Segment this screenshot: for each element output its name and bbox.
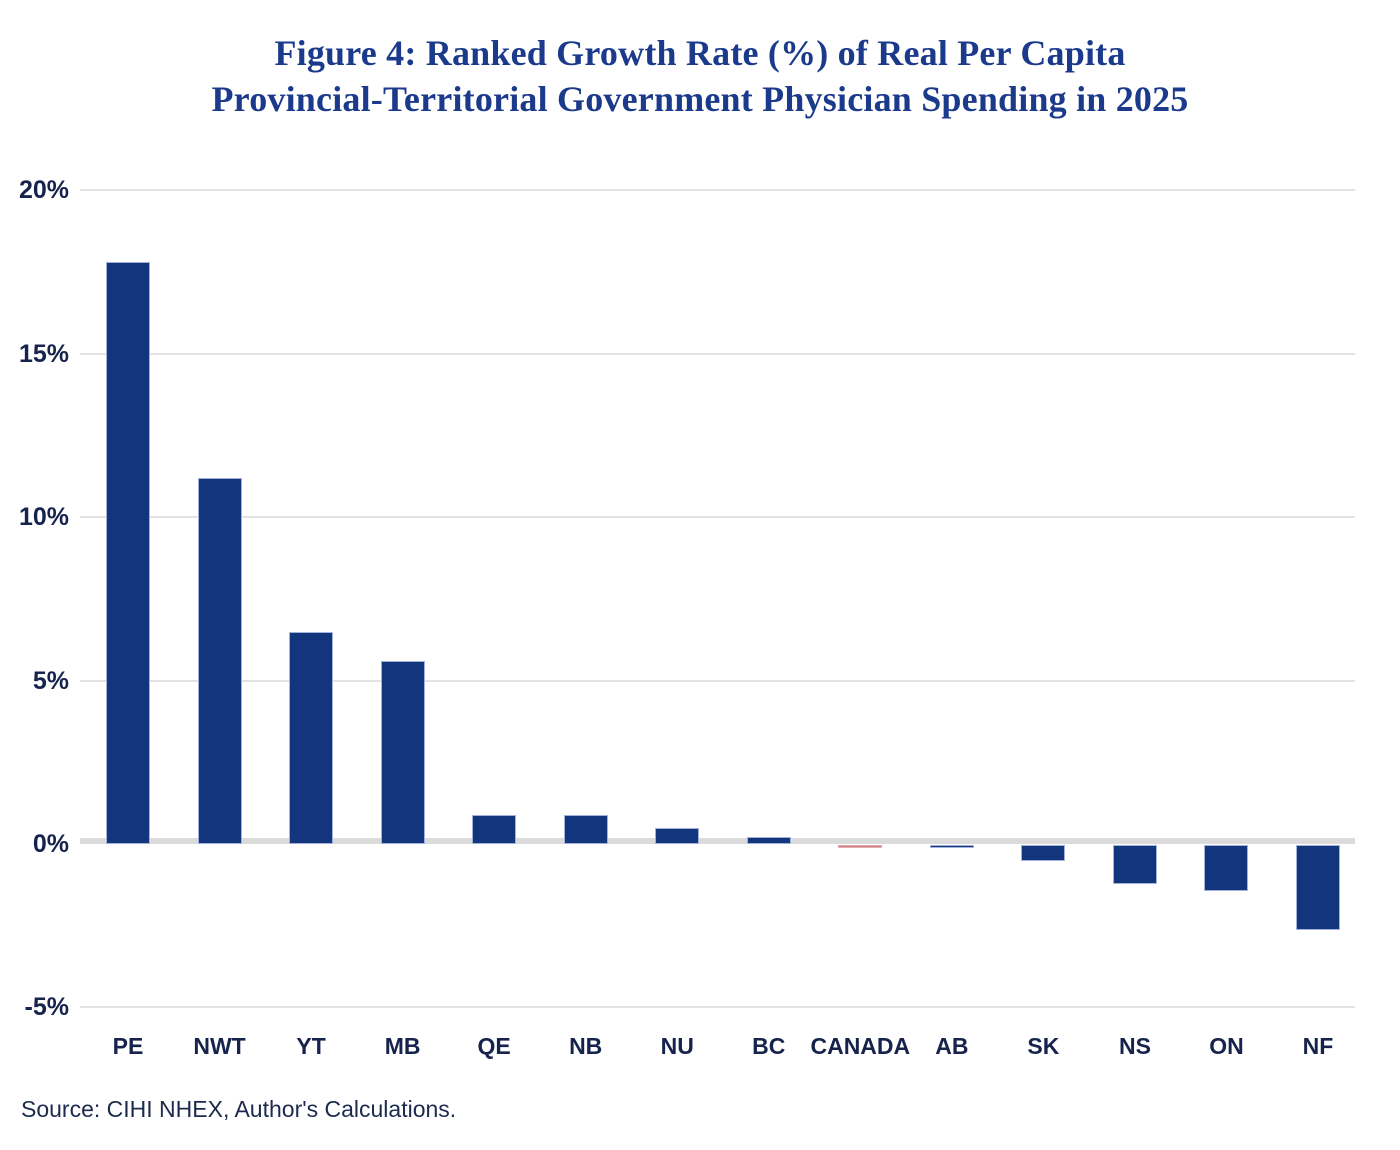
gridline-15: [80, 352, 1355, 355]
x-axis-label-canada: CANADA: [810, 1033, 911, 1059]
y-axis-tick-0: 0%: [32, 830, 69, 858]
y-axis-tick--5: -5%: [24, 993, 69, 1022]
gridline--5: [80, 1006, 1355, 1009]
chart-title-line-1: Figure 4: Ranked Growth Rate (%) of Real…: [274, 33, 1126, 73]
x-axis-label-bc: BC: [752, 1033, 786, 1059]
chart-title-line-2: Provincial-Territorial Government Physic…: [211, 79, 1189, 119]
y-axis-tick-5: 5%: [32, 666, 69, 695]
bar-pe: [106, 262, 150, 844]
bar-qe: [472, 814, 517, 844]
bar-ab: [929, 845, 974, 849]
x-axis-label-ns: NS: [1118, 1033, 1151, 1059]
x-axis-label-nf: NF: [1302, 1033, 1334, 1059]
bar-nf: [1296, 845, 1341, 930]
bar-on: [1204, 845, 1249, 891]
bar-canada: [838, 845, 883, 849]
bar-sk: [1021, 845, 1066, 862]
x-axis-label-mb: MB: [384, 1033, 421, 1059]
x-axis-label-on: ON: [1209, 1033, 1244, 1059]
x-axis-label-yt: YT: [296, 1033, 326, 1059]
zero-gridline: [80, 838, 1355, 844]
bar-ns: [1112, 845, 1157, 885]
x-axis-label-pe: PE: [112, 1033, 144, 1059]
chart-title: Figure 4: Ranked Growth Rate (%) of Real…: [0, 30, 1400, 122]
source-note: Source: CIHI NHEX, Author's Calculations…: [21, 1096, 457, 1122]
gridline-20: [80, 189, 1355, 192]
x-axis-label-nwt: NWT: [193, 1033, 246, 1059]
bar-bc: [746, 837, 791, 844]
bar-mb: [380, 660, 425, 844]
y-axis-tick-15: 15%: [18, 339, 69, 368]
x-axis-label-sk: SK: [1027, 1033, 1060, 1059]
bar-nb: [563, 814, 608, 844]
bar-nu: [655, 827, 700, 844]
x-axis-label-nb: NB: [569, 1033, 603, 1059]
y-axis-tick-20: 20%: [18, 176, 69, 205]
gridline-5: [80, 679, 1355, 682]
x-axis-label-nu: NU: [660, 1033, 694, 1059]
x-axis-label-qe: QE: [477, 1033, 511, 1059]
bar-yt: [289, 631, 334, 844]
y-axis-tick-10: 10%: [18, 503, 69, 532]
x-axis-label-ab: AB: [935, 1033, 969, 1059]
bar-nwt: [197, 477, 242, 844]
gridline-10: [80, 516, 1355, 519]
